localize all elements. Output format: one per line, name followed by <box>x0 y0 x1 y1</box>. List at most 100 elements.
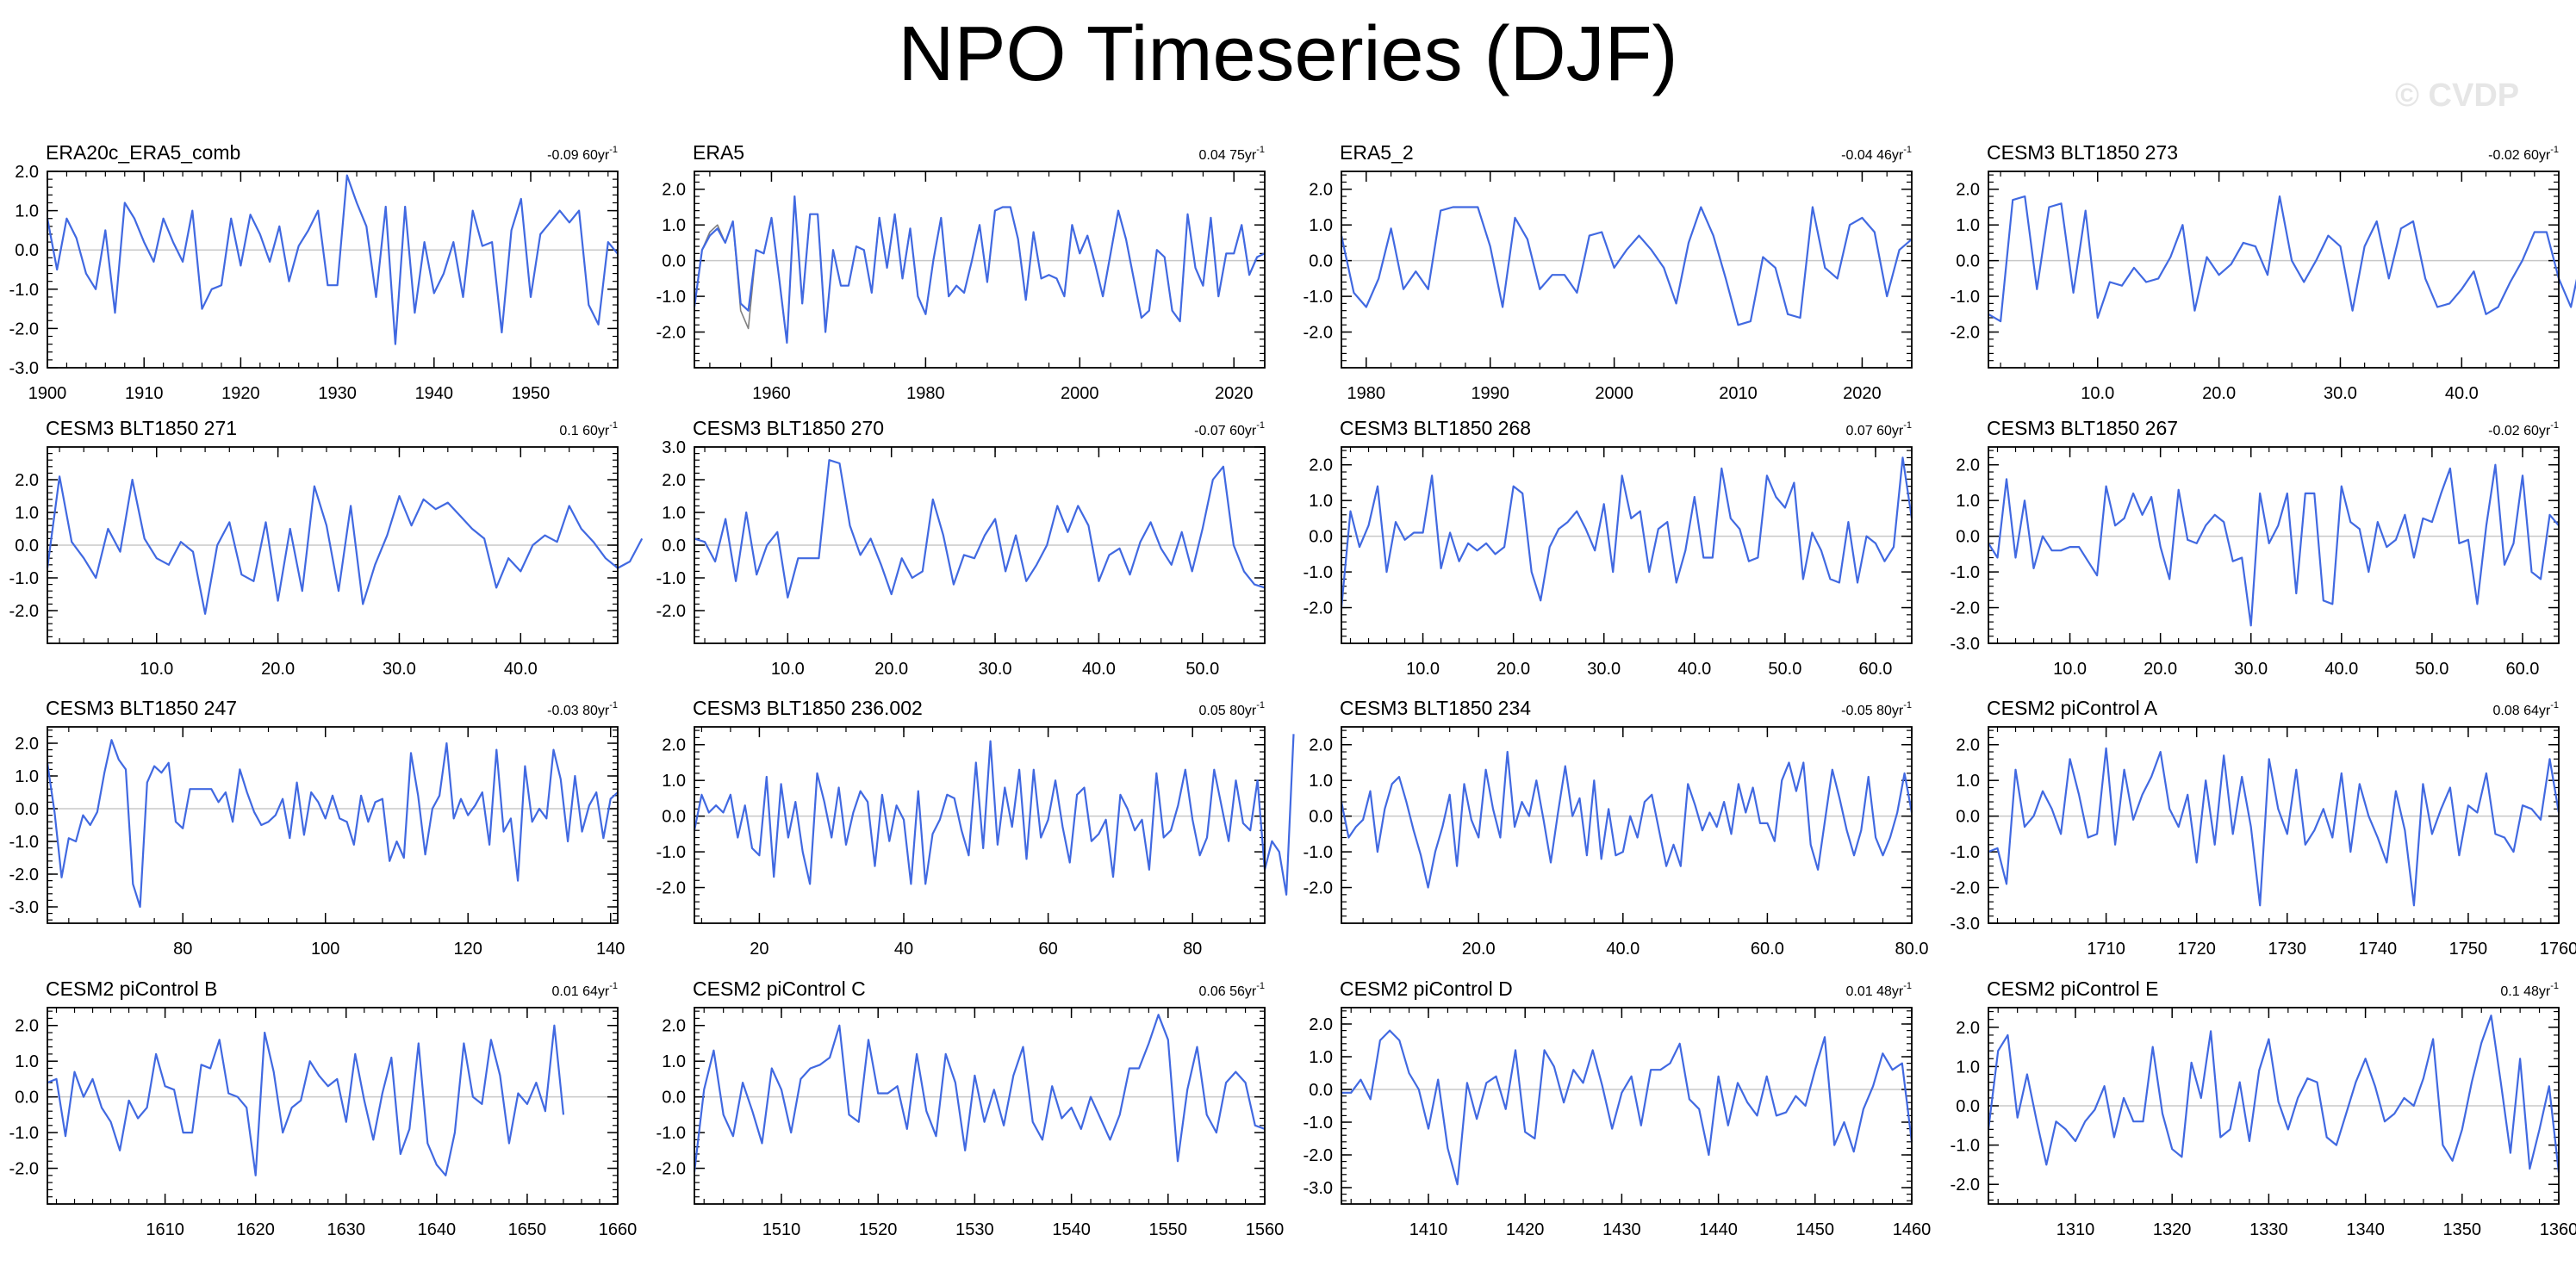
x-tick-label: 120 <box>454 940 482 959</box>
x-tick-label: 40.0 <box>1677 660 1711 679</box>
panel-title: CESM3 BLT1850 268 <box>1340 417 1531 439</box>
y-tick-label: -1.0 <box>656 843 686 862</box>
chart-panel: 1610 1620 1630 1640 1650 1660 2.0 1.0 0.0 -1.0 -2.… <box>9 977 638 1239</box>
panel-title: CESM3 BLT1850 270 <box>693 417 884 439</box>
y-tick-label: 2.0 <box>1956 736 1980 755</box>
chart-panel: 1960 1980 2000 2020 2.0 1.0 0.0 -1.0 -2.0 ERA5 0.0… <box>656 141 1266 403</box>
y-tick-label: 1.0 <box>15 1052 39 1071</box>
y-tick-label: -1.0 <box>1304 563 1333 582</box>
y-tick-label: 0.0 <box>15 800 39 819</box>
y-tick-label: -1.0 <box>9 281 39 300</box>
trend-value: 0.06 56yr <box>1199 984 1257 999</box>
x-tick-label: 1340 <box>2346 1220 2385 1239</box>
x-tick-label: 1440 <box>1699 1220 1738 1239</box>
x-tick-label: 20.0 <box>2202 384 2236 403</box>
y-tick-label: -1.0 <box>1951 1137 1980 1156</box>
x-tick-label: 1980 <box>1347 384 1386 403</box>
y-tick-label: 2.0 <box>15 163 39 182</box>
y-tick-label: 1.0 <box>1309 492 1333 511</box>
trend-value: -0.02 60yr <box>2488 424 2551 438</box>
x-tick-label: 1740 <box>2359 940 2398 959</box>
trend-value: 0.05 80yr <box>1199 704 1257 718</box>
x-tick-label: 60 <box>1038 940 1057 959</box>
x-tick-label: 20.0 <box>874 660 908 679</box>
chart-panel: 20.0 40.0 60.0 80.0 2.0 1.0 0.0 -1.0 -2.0 CESM3 B… <box>1304 697 1929 959</box>
plot-frame <box>47 171 619 369</box>
x-tick-label: 1730 <box>2268 940 2307 959</box>
x-tick-label: 40.0 <box>1606 940 1640 959</box>
x-tick-label: 1930 <box>318 384 357 403</box>
x-tick-label: 1310 <box>2056 1220 2095 1239</box>
y-tick-label: 2.0 <box>1309 1015 1333 1034</box>
trend-label: 0.01 48yr-1 <box>1846 981 1913 999</box>
plot-frame <box>47 726 619 924</box>
x-tick-label: 30.0 <box>383 660 416 679</box>
trend-unit-exponent: -1 <box>2550 981 2559 991</box>
plot-frame <box>694 446 1266 644</box>
y-tick-label: 1.0 <box>15 202 39 221</box>
trend-value: 0.04 75yr <box>1199 148 1257 163</box>
y-tick-label: -1.0 <box>9 569 39 588</box>
y-tick-label: -3.0 <box>9 359 39 378</box>
x-tick-label: 1450 <box>1796 1220 1835 1239</box>
chart-panel: 10.0 20.0 30.0 40.0 2.0 1.0 0.0 -1.0 -2.0 CESM3 B… <box>1951 141 2576 403</box>
y-tick-label: 1.0 <box>15 504 39 523</box>
trend-label: -0.09 60yr-1 <box>547 145 618 163</box>
x-tick-label: 1540 <box>1052 1220 1091 1239</box>
plot-frame <box>1341 446 1913 644</box>
chart-panel: 10.0 20.0 30.0 40.0 2.0 1.0 0.0 -1.0 -2.0 CESM3 B… <box>9 417 644 679</box>
x-tick-label: 1430 <box>1602 1220 1641 1239</box>
y-tick-label: -2.0 <box>656 602 686 621</box>
series-line <box>694 459 1266 599</box>
x-tick-label: 60.0 <box>1858 660 1892 679</box>
panel-title: CESM3 BLT1850 273 <box>1987 141 2178 164</box>
trend-unit-exponent: -1 <box>1903 700 1912 711</box>
trend-label: -0.02 60yr-1 <box>2488 145 2559 163</box>
y-tick-label: 2.0 <box>15 1017 39 1036</box>
x-tick-label: 1750 <box>2449 940 2488 959</box>
trend-value: 0.01 64yr <box>552 984 610 999</box>
trend-value: 0.08 64yr <box>2493 704 2551 718</box>
y-tick-label: 0.0 <box>662 808 686 827</box>
y-tick-label: -2.0 <box>656 324 686 343</box>
y-tick-label: 2.0 <box>15 735 39 754</box>
y-tick-label: 1.0 <box>1309 1048 1333 1067</box>
x-tick-label: 10.0 <box>2053 660 2087 679</box>
panel-title: CESM2 piControl A <box>1987 697 2158 719</box>
y-tick-label: 2.0 <box>1309 736 1333 755</box>
x-tick-label: 1620 <box>236 1220 275 1239</box>
y-tick-label: -3.0 <box>1304 1179 1333 1198</box>
panel-title: CESM3 BLT1850 236.002 <box>693 697 923 719</box>
x-tick-label: 1940 <box>415 384 454 403</box>
x-tick-label: 1710 <box>2087 940 2125 959</box>
trend-value: 0.01 48yr <box>1846 984 1904 999</box>
y-tick-label: 1.0 <box>662 1052 686 1071</box>
trend-unit-exponent: -1 <box>1256 145 1265 155</box>
x-tick-label: 1980 <box>906 384 945 403</box>
x-tick-label: 50.0 <box>1185 660 1219 679</box>
trend-label: 0.05 80yr-1 <box>1199 700 1266 718</box>
series-line <box>1988 195 2576 323</box>
x-tick-label: 1720 <box>2177 940 2216 959</box>
y-tick-label: 1.0 <box>1309 216 1333 235</box>
x-tick-label: 1330 <box>2249 1220 2288 1239</box>
x-tick-label: 1910 <box>125 384 164 403</box>
plot-frame <box>694 171 1266 369</box>
trend-unit-exponent: -1 <box>609 981 618 991</box>
y-tick-label: -1.0 <box>656 288 686 307</box>
x-tick-label: 1560 <box>1246 1220 1285 1239</box>
chart-panel: 1710 1720 1730 1740 1750 1760 2.0 1.0 0.0 -1.0 -2.… <box>1951 697 2576 959</box>
trend-unit-exponent: -1 <box>1256 420 1265 431</box>
y-tick-label: 0.0 <box>662 537 686 555</box>
x-tick-label: 1900 <box>28 384 67 403</box>
y-tick-label: 1.0 <box>1956 1058 1980 1077</box>
panel-title: ERA5 <box>693 141 744 164</box>
x-tick-label: 10.0 <box>2081 384 2114 403</box>
plot-frame <box>694 1007 1266 1205</box>
y-tick-label: 0.0 <box>1956 528 1980 547</box>
x-tick-label: 1630 <box>327 1220 366 1239</box>
x-tick-label: 1520 <box>859 1220 898 1239</box>
plot-frame <box>1988 1007 2560 1205</box>
y-tick-label: -3.0 <box>9 898 39 917</box>
x-tick-label: 2000 <box>1061 384 1099 403</box>
